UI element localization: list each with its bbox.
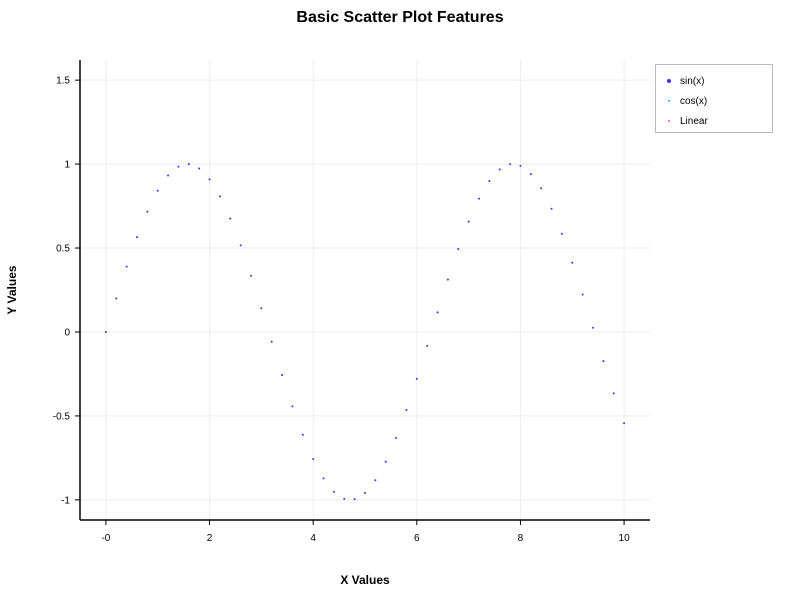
data-point-0-32 [436,311,439,314]
data-point-0-31 [426,344,429,347]
data-point-0-17 [281,373,284,376]
data-point-0-15 [260,307,263,310]
legend-item-sin: sin(x) [664,74,704,88]
data-point-0-18 [291,405,294,408]
data-point-0-38 [498,168,501,171]
x-tick-label-4: 8 [518,533,524,544]
data-point-0-19 [301,433,304,436]
data-point-0-8 [187,163,190,166]
data-point-0-35 [467,220,470,223]
x-tick-label-3: 6 [414,533,420,544]
data-point-0-42 [540,187,543,190]
data-point-0-6 [167,174,170,177]
y-tick-label-5: 1.5 [56,76,70,87]
data-point-0-4 [146,210,149,213]
data-point-0-46 [581,293,584,296]
data-point-0-16 [270,340,273,343]
data-point-0-37 [488,180,491,183]
data-point-0-1 [115,297,118,300]
data-point-0-40 [519,164,522,167]
data-point-0-10 [208,178,211,181]
data-points [104,163,626,501]
data-point-0-12 [229,217,232,220]
legend-item-linear: Linear [664,114,708,128]
data-point-0-41 [529,172,532,175]
tick-labels: -0 2 4 6 8 10 -1 -0.5 0 0.5 1 1.5 [53,76,630,544]
data-point-0-7 [177,165,180,168]
data-point-0-48 [602,360,605,363]
y-tick-label-1: -0.5 [53,411,71,422]
legend-marker-sin [664,76,674,86]
data-point-0-39 [509,163,512,166]
data-point-0-50 [623,422,626,425]
grid-lines [80,60,650,520]
data-point-0-5 [156,189,159,192]
data-point-0-34 [457,248,460,251]
x-tick-label-2: 4 [310,533,316,544]
data-point-0-14 [250,274,252,277]
data-point-0-47 [592,326,594,329]
data-point-0-23 [343,497,346,500]
data-point-0-28 [395,436,398,439]
data-point-0-0 [104,330,107,333]
data-point-0-30 [415,377,418,380]
y-tick-label-4: 1 [64,160,70,171]
data-point-0-13 [239,244,242,247]
data-point-0-21 [322,477,325,480]
data-point-0-36 [478,197,480,200]
legend-label-sin: sin(x) [680,75,705,87]
data-point-0-2 [125,265,128,268]
data-point-0-29 [405,409,408,412]
data-point-0-44 [560,232,563,235]
data-point-0-33 [446,278,449,281]
data-point-0-11 [218,195,221,198]
data-point-0-45 [571,261,574,264]
legend: sin(x) cos(x) Linear [655,64,773,133]
axes [75,60,650,525]
x-tick-label-0: -0 [101,533,110,544]
legend-label-linear: Linear [680,115,708,127]
data-point-0-49 [612,392,615,395]
x-tick-label-5: 10 [619,533,631,544]
data-point-0-22 [332,490,335,493]
legend-label-cos: cos(x) [680,95,708,107]
data-point-0-26 [374,479,377,482]
data-point-0-3 [136,236,138,239]
chart-title: Basic Scatter Plot Features [296,9,504,26]
y-axis-label: Y Values [5,265,19,315]
data-point-0-24 [353,498,356,501]
x-tick-label-1: 2 [207,533,213,544]
y-tick-label-3: 0.5 [56,244,70,255]
legend-item-cos: cos(x) [664,94,707,108]
data-point-0-20 [312,458,315,461]
data-point-0-43 [550,207,553,210]
y-tick-label-0: -1 [61,495,70,506]
data-point-0-9 [198,167,201,170]
legend-marker-linear [664,116,674,126]
data-point-0-25 [364,491,366,494]
legend-marker-cos [664,96,674,106]
data-point-0-27 [384,460,387,463]
y-tick-label-2: 0 [64,327,70,338]
x-axis-label: X Values [340,573,390,587]
